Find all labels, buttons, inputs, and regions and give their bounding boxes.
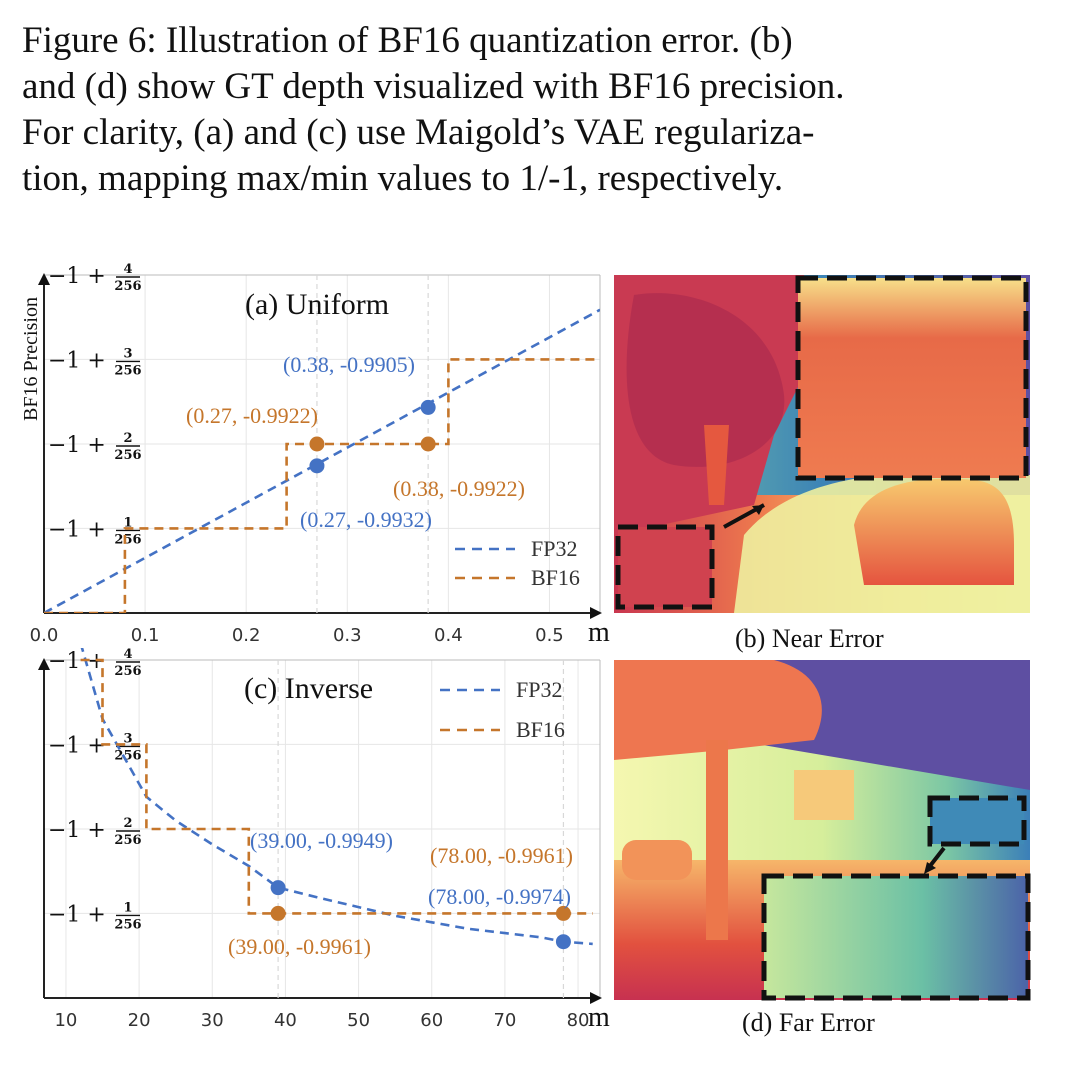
- y-tick-numerator: 2: [123, 816, 132, 831]
- caption-line: For clarity, (a) and (c) use Maigold’s V…: [22, 112, 815, 153]
- x-unit-label: m: [588, 1002, 610, 1033]
- x-tick-label: 0.1: [131, 625, 160, 646]
- x-axis-arrow: [590, 607, 602, 619]
- series-fp32-line: [80, 648, 593, 946]
- subcaption-b: (b) Near Error: [735, 624, 884, 653]
- y-tick-denominator: 256: [114, 833, 141, 848]
- legend-label: BF16: [531, 565, 580, 590]
- y-tick-denominator: 256: [114, 748, 141, 763]
- y-tick-label: −1 +: [48, 264, 106, 289]
- point-annotation: (0.27, -0.9932): [300, 507, 432, 532]
- point-bf16: [420, 436, 436, 452]
- point-annotation: (39.00, -0.9961): [228, 934, 371, 959]
- y-tick-label: −1 +: [48, 733, 106, 758]
- y-tick-label: −1 +: [48, 818, 106, 843]
- x-tick-label: 0.4: [434, 625, 463, 646]
- depth-image-near-error: [614, 275, 1030, 613]
- y-tick-label: −1 +: [48, 348, 106, 373]
- caption-line: and (d) show GT depth visualized with BF…: [22, 66, 845, 107]
- y-tick-denominator: 256: [114, 917, 141, 932]
- y-tick-label: −1 +: [48, 517, 106, 542]
- x-tick-label: 0.0: [30, 625, 59, 646]
- y-tick-label: −1 +: [48, 649, 106, 674]
- point-bf16: [270, 905, 286, 921]
- legend-label: FP32: [516, 677, 562, 702]
- depth-image-far-error: [614, 660, 1031, 1001]
- point-annotation: (78.00, -0.9961): [430, 843, 573, 868]
- y-tick-denominator: 256: [114, 279, 141, 294]
- x-tick-label: 50: [347, 1010, 370, 1031]
- y-tick-denominator: 256: [114, 532, 141, 547]
- series-bf16-line: [44, 358, 600, 613]
- y-tick-denominator: 256: [114, 664, 141, 679]
- point-annotation: (78.00, -0.9974): [428, 884, 571, 909]
- point-annotation: (0.38, -0.9905): [283, 352, 415, 377]
- y-tick-numerator: 1: [123, 900, 132, 915]
- y-tick-denominator: 256: [114, 448, 141, 463]
- y-tick-numerator: 1: [123, 515, 132, 530]
- y-axis-arrow: [38, 273, 50, 285]
- x-tick-label: 70: [493, 1010, 516, 1031]
- x-unit-label: m: [588, 617, 610, 648]
- figure-caption: Figure 6: Illustration of BF16 quantizat…: [22, 18, 1052, 202]
- y-tick-label: −1 +: [48, 433, 106, 458]
- y-axis-title: BF16 Precision: [20, 297, 42, 421]
- x-tick-label: 0.5: [535, 625, 564, 646]
- caption-line: tion, mapping max/min values to 1/-1, re…: [22, 158, 784, 199]
- y-tick-numerator: 2: [123, 431, 132, 446]
- point-fp32: [309, 458, 325, 474]
- caption-line: Figure 6: Illustration of BF16 quantizat…: [22, 20, 793, 61]
- point-annotation: (0.27, -0.9922): [186, 403, 318, 428]
- series-bf16-line: [80, 658, 593, 915]
- x-tick-label: 20: [128, 1010, 151, 1031]
- x-axis-arrow: [590, 992, 602, 1004]
- point-bf16: [555, 905, 571, 921]
- y-tick-numerator: 3: [123, 346, 132, 361]
- x-tick-label: 10: [54, 1010, 77, 1031]
- x-tick-label: 0.3: [333, 625, 362, 646]
- y-axis-arrow: [38, 658, 50, 670]
- chart-title: (c) Inverse: [244, 672, 373, 705]
- y-tick-numerator: 4: [123, 262, 132, 277]
- y-tick-label: −1 +: [48, 902, 106, 927]
- x-tick-label: 40: [274, 1010, 297, 1031]
- point-bf16: [309, 436, 325, 452]
- point-annotation: (39.00, -0.9949): [250, 828, 393, 853]
- point-fp32: [270, 880, 286, 896]
- point-fp32: [555, 934, 571, 950]
- subcaption-d: (d) Far Error: [742, 1008, 875, 1037]
- x-tick-label: 0.2: [232, 625, 261, 646]
- legend-label: FP32: [531, 536, 577, 561]
- point-fp32: [420, 399, 436, 415]
- y-tick-denominator: 256: [114, 363, 141, 378]
- legend-label: BF16: [516, 717, 565, 742]
- x-tick-label: 60: [420, 1010, 443, 1031]
- x-tick-label: 30: [201, 1010, 224, 1031]
- y-tick-numerator: 4: [123, 647, 132, 662]
- y-tick-numerator: 3: [123, 731, 132, 746]
- point-annotation: (0.38, -0.9922): [393, 476, 525, 501]
- x-tick-label: 80: [567, 1010, 590, 1031]
